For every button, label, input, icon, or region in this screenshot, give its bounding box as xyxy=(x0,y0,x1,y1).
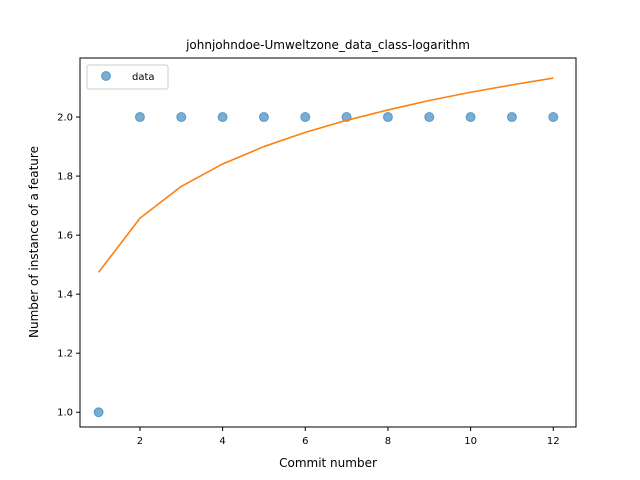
data-point xyxy=(258,112,269,123)
y-tick-label: 1.4 xyxy=(57,290,73,301)
y-tick-label: 1.0 xyxy=(57,408,73,419)
legend: data xyxy=(86,64,169,90)
axes-frame xyxy=(79,57,577,428)
data-point xyxy=(465,112,476,123)
x-tick-label: 12 xyxy=(547,436,560,447)
legend-box xyxy=(86,64,169,90)
x-tick-label: 2 xyxy=(137,436,143,447)
data-point xyxy=(134,112,145,123)
data-point xyxy=(300,112,311,123)
x-tick-label: 6 xyxy=(302,436,308,447)
plot-area xyxy=(93,77,559,418)
legend-marker-data xyxy=(101,71,111,81)
legend-label-data: data xyxy=(132,72,155,83)
y-axis: 1.0 1.2 1.4 1.6 1.8 2.0 xyxy=(57,113,80,419)
chart-title: johnjohndoe-Umweltzone_data_class-logari… xyxy=(185,38,470,52)
y-tick-label: 1.2 xyxy=(57,349,73,360)
y-axis-label: Number of instance of a feature xyxy=(27,146,41,338)
data-point xyxy=(548,112,559,123)
data-point xyxy=(93,407,104,418)
x-tick-label: 10 xyxy=(464,436,477,447)
x-tick-label: 4 xyxy=(219,436,225,447)
x-axis: 2 4 6 8 10 12 xyxy=(137,427,560,447)
data-point xyxy=(506,112,517,123)
data-point xyxy=(424,112,435,123)
data-point xyxy=(176,112,187,123)
x-tick-label: 8 xyxy=(385,436,391,447)
y-tick-label: 1.6 xyxy=(57,231,73,242)
data-point xyxy=(382,112,393,123)
fit-line xyxy=(97,77,554,273)
data-point xyxy=(217,112,228,123)
x-axis-label: Commit number xyxy=(279,456,377,470)
y-tick-label: 1.8 xyxy=(57,172,73,183)
y-tick-label: 2.0 xyxy=(57,113,73,124)
